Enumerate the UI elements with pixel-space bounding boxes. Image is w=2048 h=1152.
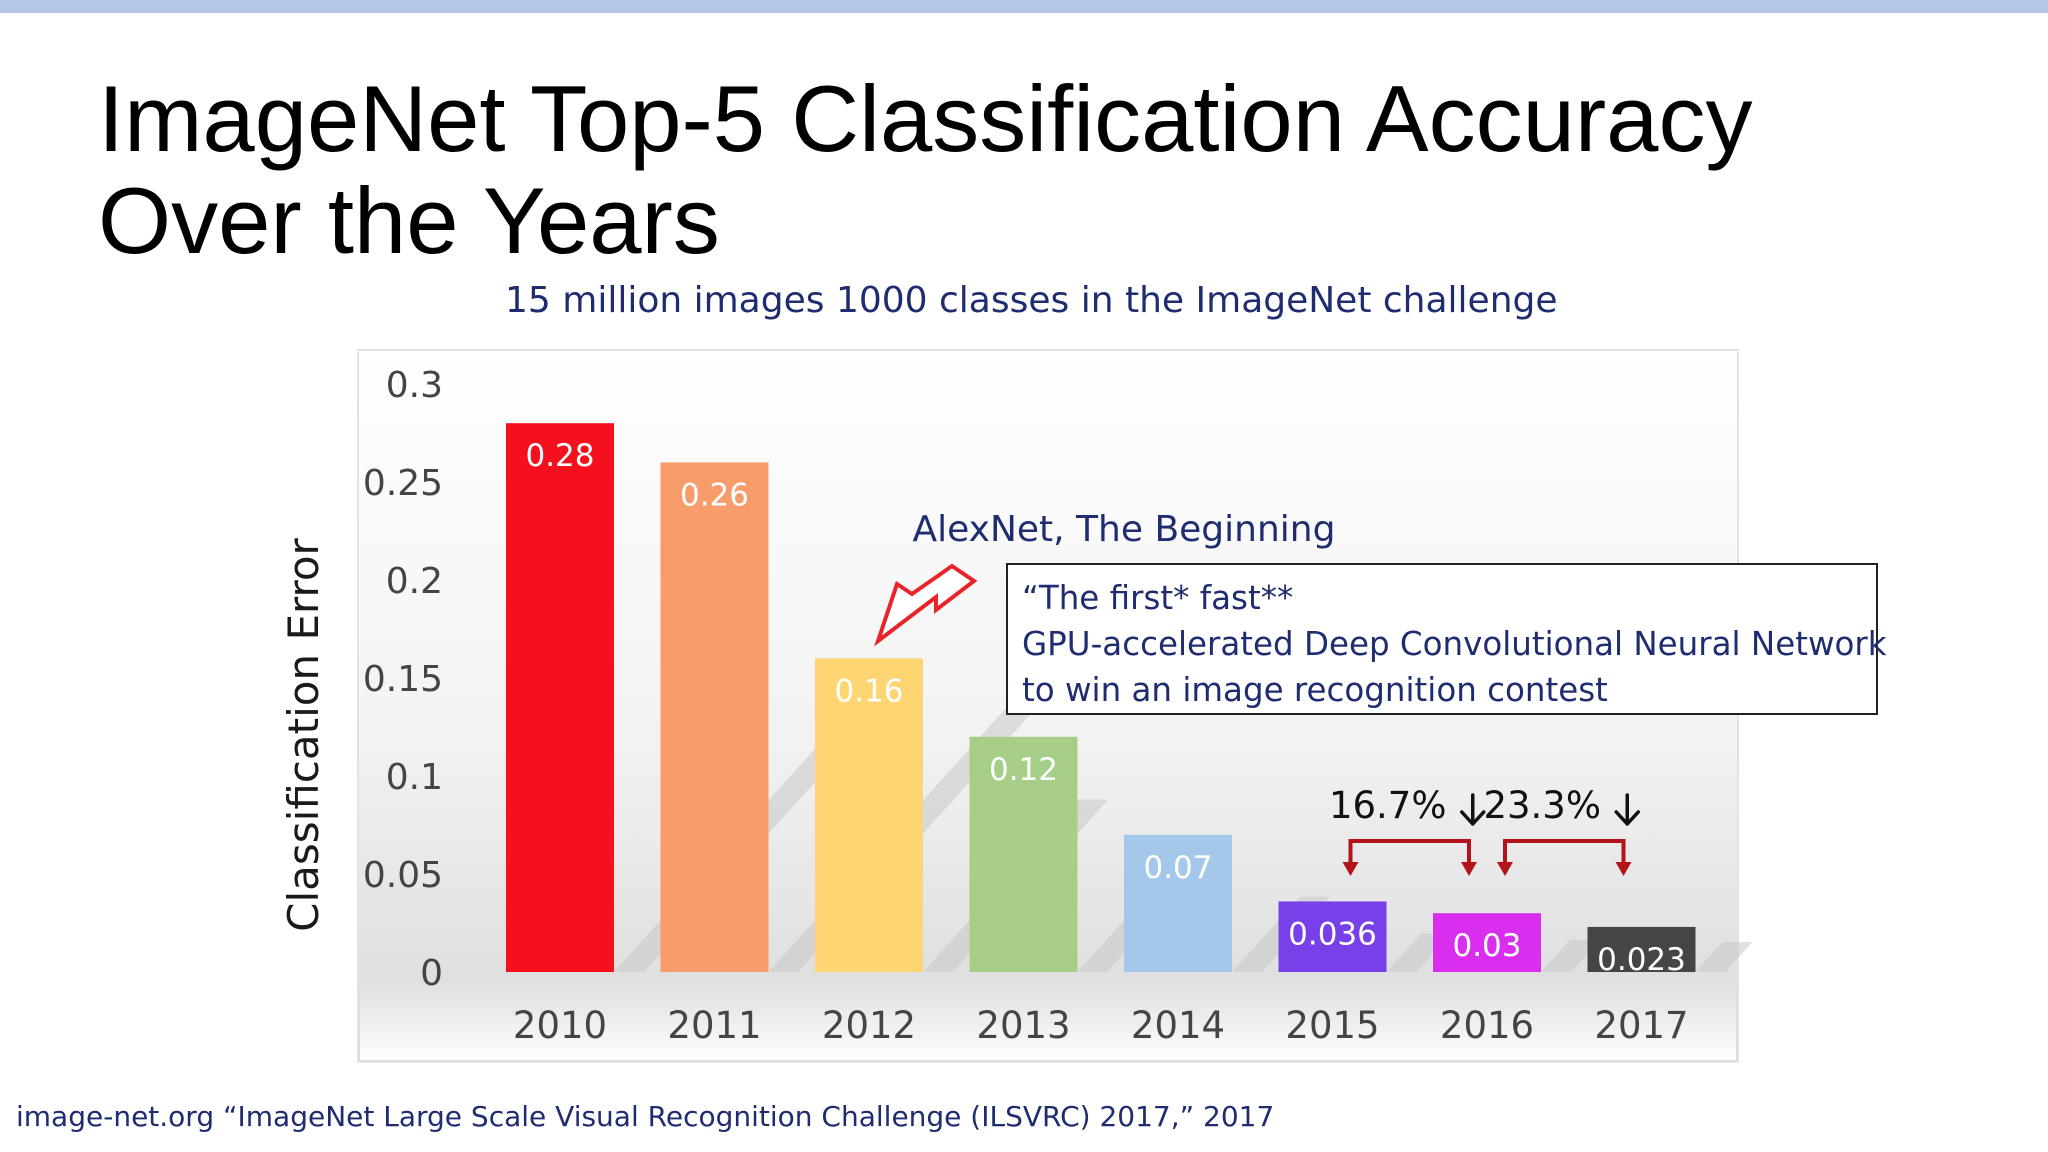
- bracket-arrowhead-icon: [1461, 862, 1477, 876]
- y-tick-label: 0.05: [363, 855, 443, 896]
- y-tick-label: 0.15: [363, 659, 443, 700]
- y-axis-ticks: 0 0.05 0.1 0.15 0.2 0.25 0.3: [363, 365, 443, 994]
- y-tick-label: 0.3: [386, 365, 443, 406]
- bar-value-label: 0.07: [1143, 850, 1212, 886]
- x-tick-label: 2010: [513, 1004, 607, 1047]
- reduction-bracket: [1348, 839, 1471, 868]
- alexnet-callout-box: “The first* fast** GPU-accelerated Deep …: [1006, 563, 1887, 715]
- callout-line-1: “The first* fast**: [1022, 579, 1294, 617]
- alexnet-annotation-label: AlexNet, The Beginning: [913, 509, 1336, 550]
- chart-subtitle: 15 million images 1000 classes in the Im…: [505, 280, 1558, 321]
- x-tick-label: 2011: [667, 1004, 761, 1047]
- bracket-arrowhead-icon: [1615, 862, 1632, 876]
- x-tick-label: 2013: [976, 1004, 1070, 1047]
- bar: [815, 658, 923, 972]
- x-axis-labels: 2010 2011 2012 2013 2014 2015 2016 2017: [513, 1004, 1689, 1047]
- bar-value-label: 0.12: [989, 752, 1058, 788]
- title-line-1: ImageNet Top-5 Classification Accuracy: [98, 66, 1753, 171]
- down-arrow-icon: [1460, 793, 1486, 826]
- reduction-bracket: [1503, 839, 1626, 868]
- bar-value-label: 0.03: [1452, 928, 1521, 964]
- bar-value-label: 0.023: [1597, 942, 1686, 978]
- callout-line-3: to win an image recognition contest: [1022, 671, 1608, 709]
- x-tick-label: 2016: [1440, 1004, 1534, 1047]
- bar: [660, 462, 769, 972]
- chart-floor: [360, 980, 1736, 1060]
- bar-value-label: 0.036: [1288, 916, 1377, 952]
- reduction-label: 23.3%: [1483, 784, 1601, 827]
- bar-shadow: [1541, 939, 1601, 972]
- title-line-2: Over the Years: [98, 168, 720, 273]
- bar: [1124, 834, 1232, 972]
- bar: [1587, 926, 1696, 972]
- y-axis-label: Classification Error: [279, 537, 328, 931]
- source-citation: image-net.org “ImageNet Large Scale Visu…: [16, 1100, 1275, 1133]
- reduction-label: 16.7%: [1329, 784, 1447, 827]
- bar-value-label: 0.28: [525, 438, 594, 474]
- bar-shadow: [1695, 942, 1753, 972]
- bar-value-labels: 0.28 0.26 0.16 0.12 0.07 0.036 0.03 0.023: [525, 438, 1685, 978]
- bar: [506, 423, 614, 972]
- bracket-arrowhead-icon: [1342, 862, 1359, 876]
- bar-value-label: 0.16: [834, 673, 903, 709]
- top-accent-bar: [0, 0, 2048, 13]
- reduction-annotations: 16.7% 23.3%: [1329, 784, 1640, 876]
- bars: [506, 423, 1696, 972]
- bar: [1278, 901, 1387, 972]
- bar: [969, 736, 1078, 972]
- bar-value-label: 0.26: [680, 477, 749, 513]
- bracket-arrowhead-icon: [1497, 862, 1513, 876]
- x-tick-label: 2014: [1131, 1004, 1225, 1047]
- x-tick-label: 2017: [1594, 1004, 1688, 1047]
- y-tick-label: 0: [420, 953, 443, 994]
- bar: [1433, 913, 1541, 972]
- down-arrow-icon: [1614, 793, 1640, 826]
- callout-line-2: GPU-accelerated Deep Convolutional Neura…: [1022, 625, 1887, 663]
- x-tick-label: 2012: [822, 1004, 916, 1047]
- y-tick-label: 0.25: [363, 463, 443, 504]
- x-tick-label: 2015: [1285, 1004, 1379, 1047]
- y-tick-label: 0.2: [386, 561, 443, 602]
- alexnet-arrow-icon: [874, 563, 978, 647]
- slide-title: ImageNet Top-5 Classification Accuracy O…: [98, 68, 1752, 272]
- y-tick-label: 0.1: [386, 757, 443, 798]
